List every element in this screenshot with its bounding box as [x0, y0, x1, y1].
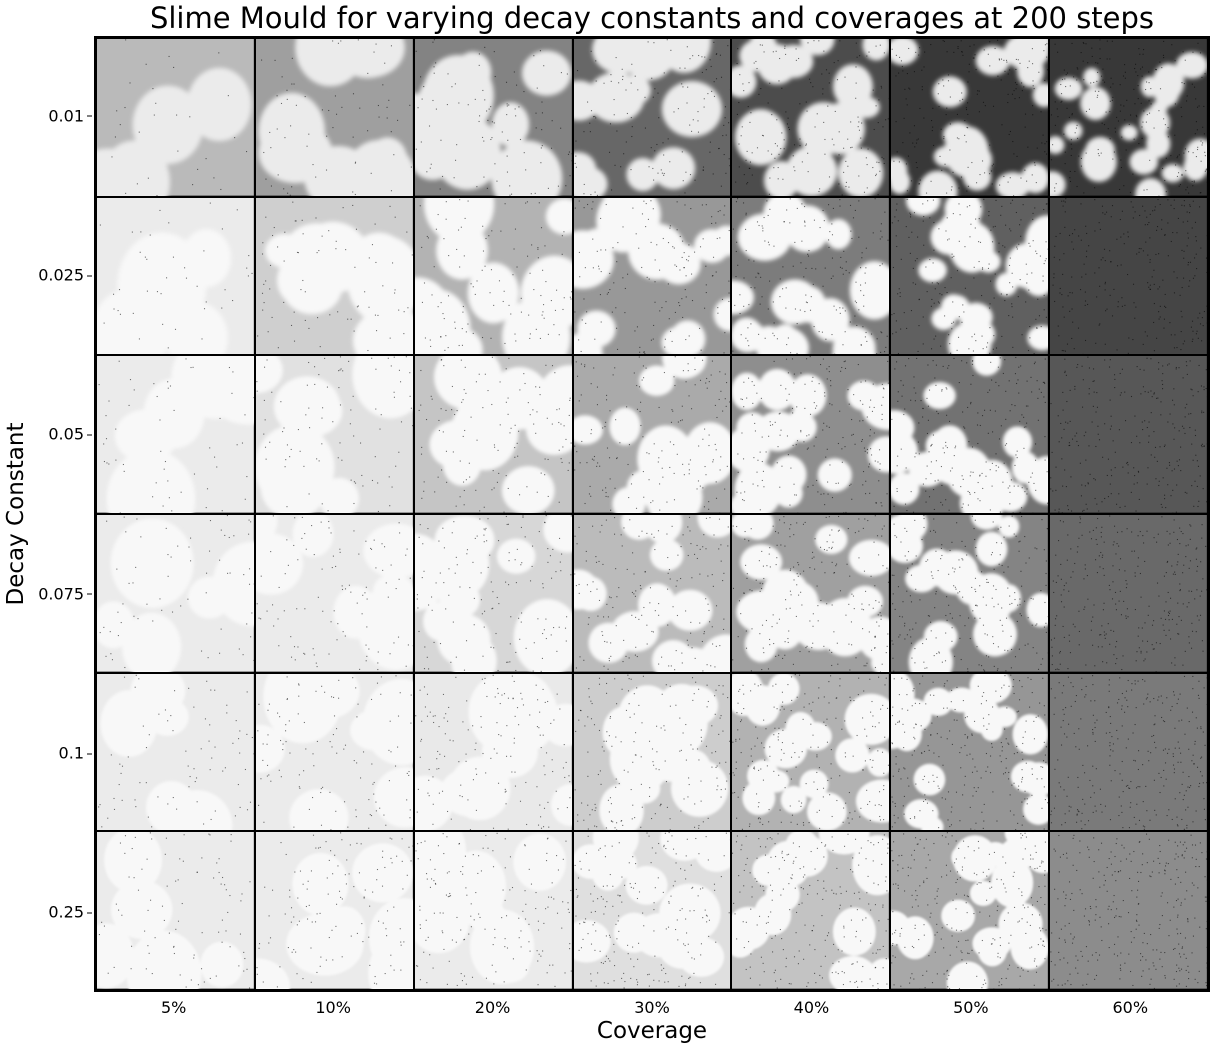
panel-decay-0.025-coverage-30% — [572, 196, 732, 356]
panel-decay-0.075-coverage-60% — [1049, 514, 1208, 673]
y-tick-label: 0.1 — [58, 743, 93, 763]
x-tick-label: 40% — [793, 998, 830, 1017]
panel-decay-0.1-coverage-5% — [96, 672, 255, 832]
panel-decay-0.025-coverage-50% — [890, 196, 1050, 356]
panel-decay-0.1-coverage-20% — [413, 672, 573, 832]
panel-decay-0.05-coverage-5% — [96, 355, 255, 514]
panel-decay-0.25-coverage-50% — [890, 831, 1050, 990]
image-grid — [94, 36, 1210, 992]
panel-decay-0.1-coverage-50% — [890, 672, 1050, 832]
panel-decay-0.05-coverage-50% — [890, 355, 1050, 514]
x-tick-label: 30% — [634, 998, 670, 1017]
panel-decay-0.025-coverage-40% — [731, 196, 891, 356]
panel-decay-0.1-coverage-40% — [731, 672, 891, 832]
panel-decay-0.025-coverage-10% — [254, 196, 414, 356]
panel-decay-0.1-coverage-10% — [254, 672, 414, 832]
panel-decay-0.01-coverage-60% — [1049, 38, 1208, 197]
panel-decay-0.25-coverage-60% — [1049, 831, 1208, 990]
panel-decay-0.25-coverage-5% — [96, 831, 255, 990]
panel-decay-0.075-coverage-40% — [731, 514, 891, 673]
panel-decay-0.025-coverage-5% — [96, 196, 255, 356]
panel-decay-0.075-coverage-5% — [96, 514, 255, 673]
panel-decay-0.05-coverage-20% — [413, 355, 573, 514]
chart-title: Slime Mould for varying decay constants … — [149, 1, 1155, 35]
x-tick-label: 10% — [315, 998, 351, 1017]
x-tick-label: 60% — [1112, 998, 1149, 1017]
panel-decay-0.01-coverage-30% — [572, 38, 732, 197]
y-axis-label: Decay Constant — [3, 422, 29, 606]
panel-decay-0.01-coverage-40% — [731, 38, 891, 197]
panel-decay-0.01-coverage-50% — [890, 38, 1050, 197]
y-tick-label: 0.075 — [38, 584, 92, 604]
panel-decay-0.01-coverage-5% — [96, 38, 255, 197]
panel-decay-0.05-coverage-60% — [1049, 355, 1208, 514]
panel-decay-0.25-coverage-20% — [413, 831, 573, 990]
panel-decay-0.1-coverage-30% — [572, 672, 732, 832]
panel-decay-0.05-coverage-40% — [731, 355, 891, 514]
panel-decay-0.25-coverage-30% — [572, 831, 732, 990]
panel-decay-0.075-coverage-50% — [890, 514, 1050, 673]
panel-decay-0.05-coverage-10% — [254, 355, 414, 514]
x-tick-label: 50% — [953, 998, 989, 1017]
x-axis-label: Coverage — [596, 1018, 708, 1044]
panel-decay-0.025-coverage-60% — [1049, 196, 1208, 356]
panel-decay-0.01-coverage-20% — [413, 38, 573, 197]
panel-decay-0.25-coverage-40% — [731, 831, 891, 990]
x-tick-label: 5% — [161, 998, 187, 1017]
panel-decay-0.05-coverage-30% — [572, 355, 732, 514]
panel-decay-0.075-coverage-30% — [572, 514, 732, 673]
panel-decay-0.01-coverage-10% — [254, 38, 414, 197]
panel-decay-0.25-coverage-10% — [254, 831, 414, 990]
panel-decay-0.025-coverage-20% — [413, 196, 573, 356]
panel-decay-0.1-coverage-60% — [1049, 672, 1208, 832]
y-tick-label: 0.25 — [48, 902, 92, 922]
y-tick-label: 0.05 — [48, 424, 92, 444]
y-tick-label: 0.01 — [48, 106, 92, 126]
x-tick-label: 20% — [474, 998, 511, 1017]
panel-decay-0.075-coverage-20% — [413, 514, 573, 673]
panel-decay-0.075-coverage-10% — [254, 514, 414, 673]
y-tick-label: 0.025 — [38, 265, 92, 285]
